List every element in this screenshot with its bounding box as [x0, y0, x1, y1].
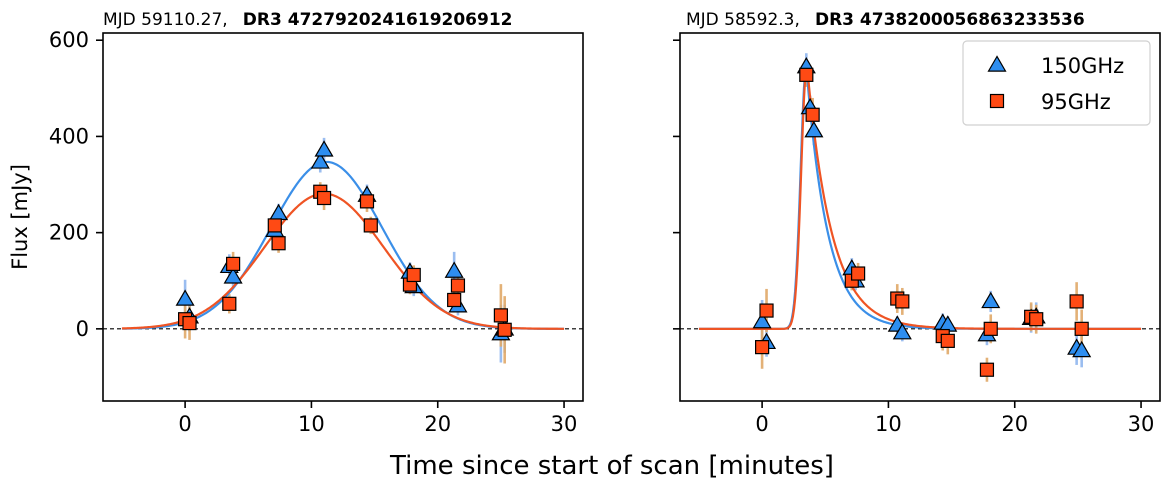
panel-left-title-prefix: MJD 59110.27, — [103, 10, 228, 30]
plot-area-left — [103, 137, 583, 364]
point-left-95GHz-15 — [497, 322, 512, 337]
point-left-95GHz-8 — [359, 194, 375, 209]
point-right-150GHz-4 — [804, 120, 824, 138]
point-right-95GHz-3 — [805, 107, 820, 122]
panel-right: MJD 58592.3, DR3 4738200056863233536 0 10… — [673, 10, 1161, 436]
point-left-150GHz-3 — [223, 267, 243, 284]
point-right-95GHz-7 — [895, 294, 910, 309]
x-tick-label-right-30: 30 — [1128, 412, 1155, 436]
panel-left-title-bold: DR3 4727920241619206912 — [243, 10, 513, 30]
point-left-95GHz-1 — [182, 315, 197, 331]
point-right-95GHz-11 — [983, 321, 998, 336]
fit-curve-right-95GHz — [698, 65, 1142, 330]
point-right-95GHz-14 — [1069, 294, 1084, 309]
x-tick-label-right-10: 10 — [875, 412, 902, 436]
panel-right-title-prefix: MJD 58592.3, — [686, 10, 800, 30]
point-right-95GHz-1 — [759, 303, 774, 318]
point-left-150GHz-7 — [314, 140, 334, 157]
point-right-95GHz-2 — [799, 67, 814, 82]
point-left-150GHz-5 — [269, 203, 289, 221]
legend-marker-150ghz — [987, 55, 1007, 72]
x-axis-label: Time since start of scan [minutes] — [389, 451, 834, 481]
y-tick-label-left-600: 600 — [49, 28, 89, 52]
legend: 150GHz 95GHz — [962, 40, 1151, 126]
point-left-95GHz-13 — [450, 278, 466, 293]
point-left-150GHz-6 — [310, 152, 330, 169]
plot-area-right — [680, 53, 1160, 382]
point-left-95GHz-7 — [316, 190, 332, 206]
point-right-95GHz-0 — [755, 340, 770, 355]
point-right-95GHz-13 — [1029, 312, 1044, 327]
point-left-95GHz-5 — [271, 236, 286, 251]
x-tick-label-right-20: 20 — [1001, 412, 1028, 436]
y-axis-label: Flux [mJy] — [8, 164, 32, 270]
point-left-95GHz-11 — [406, 267, 421, 283]
legend-box — [962, 40, 1151, 126]
y-tick-label-left-400: 400 — [49, 124, 89, 148]
point-right-150GHz-16 — [1072, 340, 1092, 358]
point-left-95GHz-3 — [226, 256, 241, 272]
panel-right-title-bold: DR3 4738200056863233536 — [815, 10, 1085, 30]
point-left-150GHz-0 — [175, 289, 195, 306]
x-tick-label-left-0: 0 — [178, 412, 191, 436]
point-left-95GHz-4 — [267, 218, 282, 233]
panel-left-title: MJD 59110.27, DR3 4727920241619206912 — [103, 10, 513, 30]
x-tick-label-right-0: 0 — [755, 412, 768, 436]
point-left-95GHz-2 — [222, 296, 237, 311]
point-right-150GHz-8 — [892, 322, 912, 340]
point-right-95GHz-9 — [940, 333, 955, 348]
point-left-95GHz-9 — [363, 218, 378, 233]
x-tick-label-left-30: 30 — [551, 412, 578, 436]
point-right-95GHz-5 — [851, 266, 866, 281]
point-left-95GHz-12 — [447, 292, 462, 308]
x-tick-label-left-20: 20 — [424, 412, 451, 436]
y-tick-label-left-200: 200 — [49, 221, 89, 245]
x-tick-label-left-10: 10 — [298, 412, 325, 436]
point-right-150GHz-0 — [752, 311, 772, 329]
panel-right-title: MJD 58592.3, DR3 4738200056863233536 — [686, 10, 1085, 30]
point-right-95GHz-10 — [979, 362, 995, 377]
point-left-150GHz-11 — [444, 261, 464, 278]
fit-curve-left-95GHz — [121, 192, 565, 330]
point-right-95GHz-15 — [1074, 321, 1089, 336]
point-right-150GHz-12 — [981, 291, 1001, 309]
panel-right-frame — [679, 32, 1161, 402]
legend-marker-95ghz — [989, 93, 1005, 109]
panel-left: MJD 59110.27, DR3 4727920241619206912 0 1… — [49, 10, 584, 436]
legend-label-1: 95GHz — [1041, 90, 1111, 114]
legend-label-0: 150GHz — [1041, 54, 1124, 78]
point-left-95GHz-14 — [493, 308, 508, 323]
y-tick-label-left-0: 0 — [76, 317, 89, 341]
panel-left-frame — [102, 32, 584, 402]
